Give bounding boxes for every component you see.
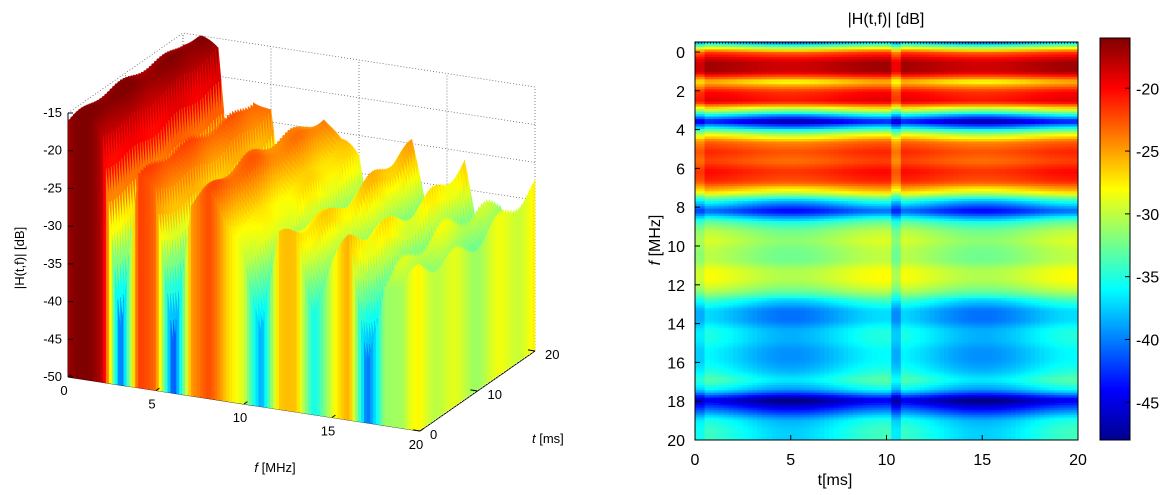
surface-mesh xyxy=(67,35,536,432)
